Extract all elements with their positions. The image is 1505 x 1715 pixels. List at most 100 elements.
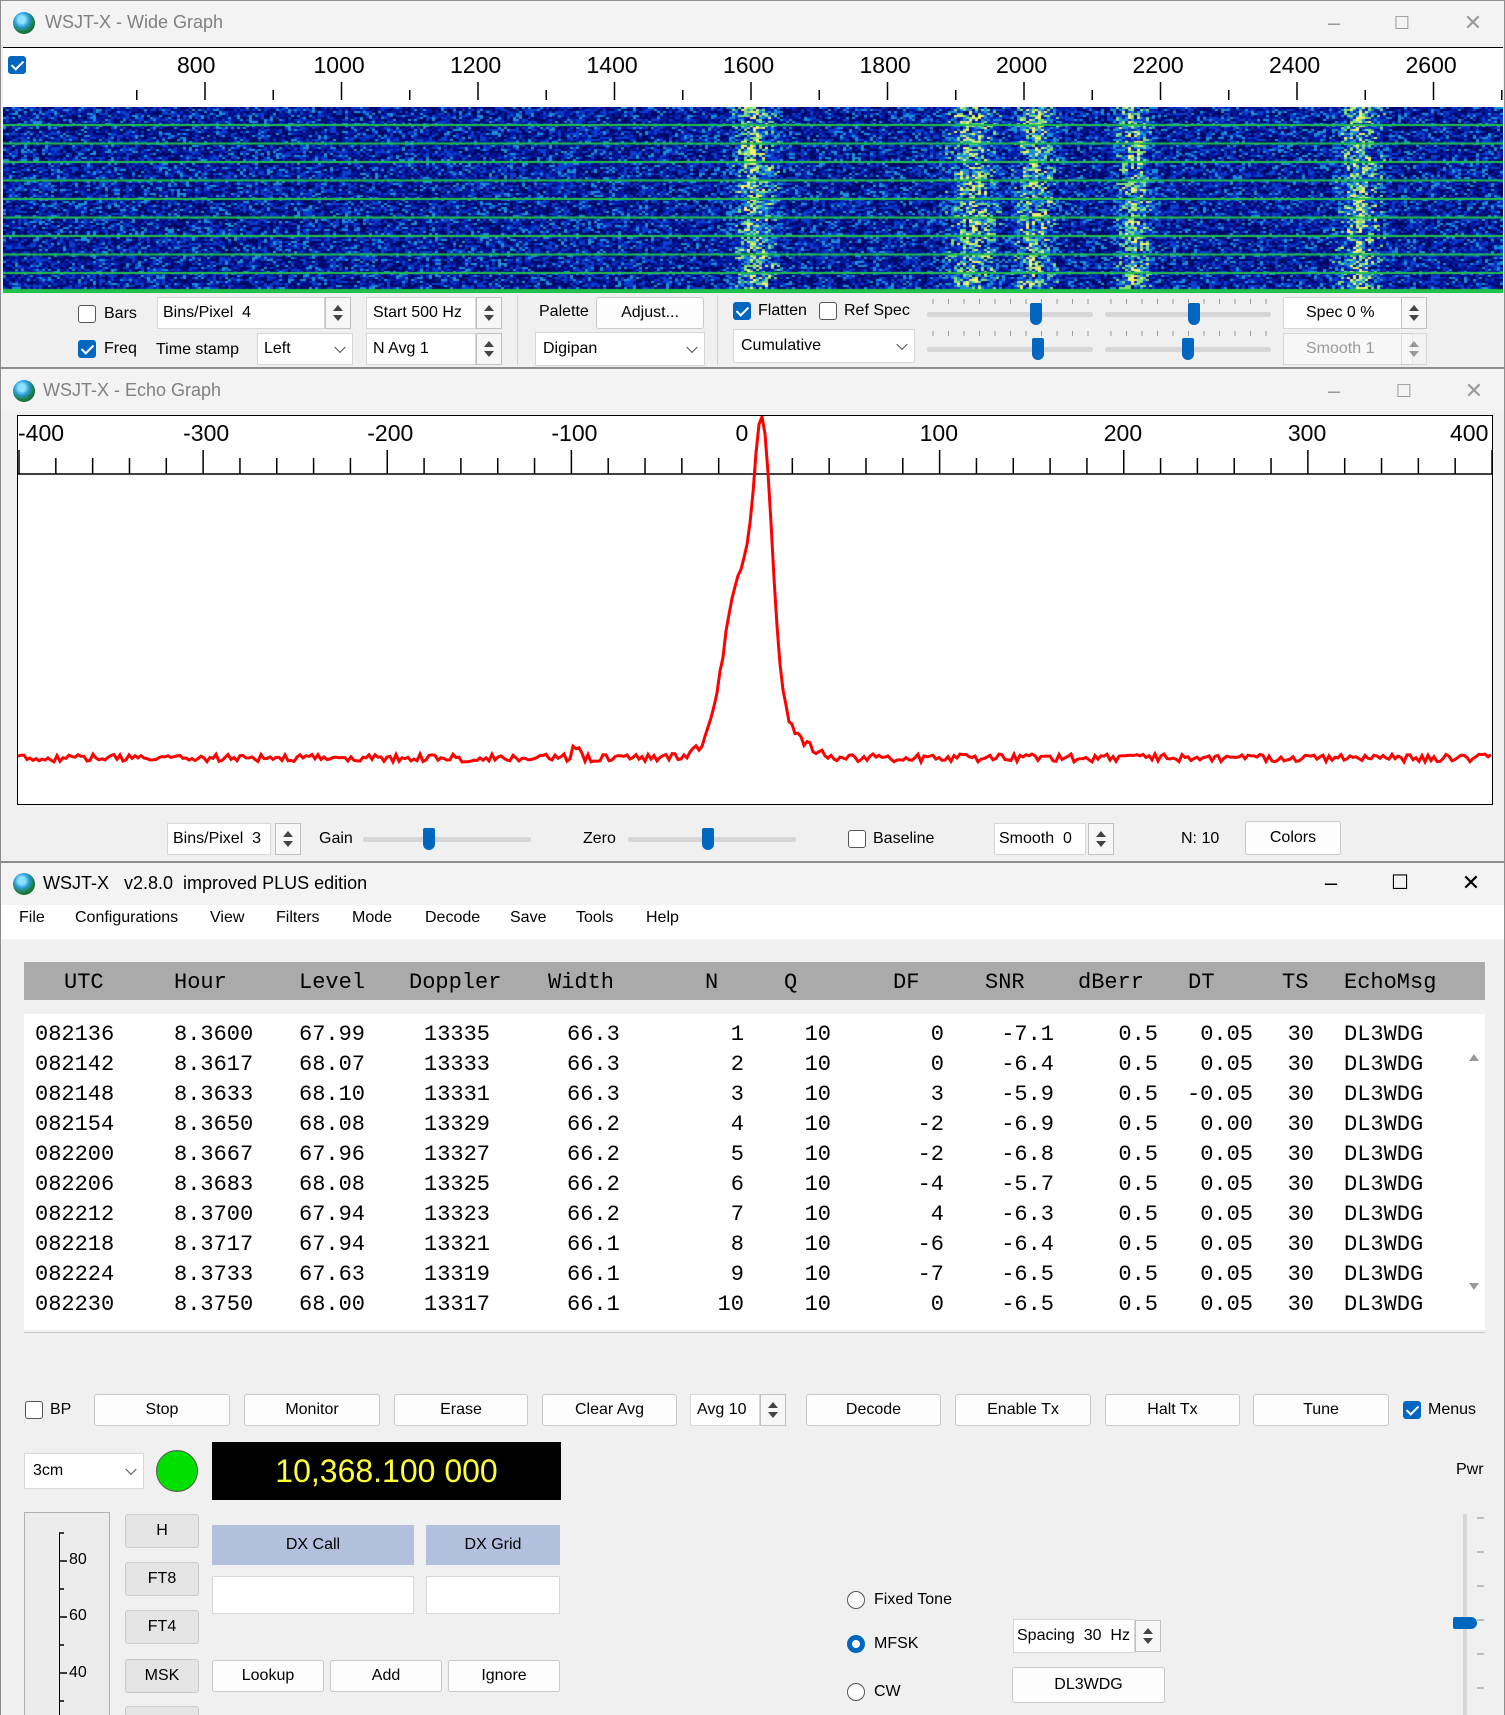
clear-avg-button[interactable]: Clear Avg bbox=[542, 1394, 677, 1426]
mode-button-partial[interactable] bbox=[125, 1706, 199, 1715]
bins-pixel-spinbox[interactable]: Bins/Pixel 4 bbox=[157, 297, 325, 329]
palette-combo[interactable]: Digipan bbox=[535, 332, 705, 366]
echo-smooth-spinbox[interactable]: Smooth 0 bbox=[994, 823, 1086, 855]
bp-checkbox[interactable] bbox=[25, 1401, 43, 1419]
erase-button[interactable]: Erase bbox=[394, 1394, 528, 1426]
adjust-palette-button[interactable]: Adjust... bbox=[596, 297, 704, 329]
maximize-icon[interactable]: ☐ bbox=[1395, 381, 1413, 401]
column-header-dt[interactable]: DT bbox=[1188, 970, 1215, 995]
start-hz-spinbox[interactable]: Start 500 Hz bbox=[366, 297, 476, 329]
column-header-ts[interactable]: TS bbox=[1282, 970, 1309, 995]
smooth-spinbox[interactable]: Smooth 1 bbox=[1283, 333, 1413, 365]
column-header-snr[interactable]: SNR bbox=[985, 970, 1025, 995]
power-slider-thumb[interactable] bbox=[1453, 1617, 1477, 1629]
column-header-utc[interactable]: UTC bbox=[64, 970, 104, 995]
column-header-doppler[interactable]: Doppler bbox=[409, 970, 502, 995]
start-spinner-icon[interactable] bbox=[476, 297, 502, 329]
menu-help[interactable]: Help bbox=[646, 909, 679, 926]
minimize-icon[interactable]: – bbox=[1324, 870, 1338, 895]
column-header-level[interactable]: Level bbox=[299, 970, 366, 995]
bars-checkbox[interactable] bbox=[78, 305, 96, 323]
maximize-icon[interactable]: ☐ bbox=[1393, 13, 1411, 33]
cw-radio[interactable] bbox=[847, 1683, 865, 1701]
table-row[interactable]: 082224 8.3733 67.63 13319 66.1 9 10 -7 -6.5 0.5 0.… bbox=[24, 1262, 1454, 1292]
column-header-df[interactable]: DF bbox=[893, 970, 920, 995]
menu-save[interactable]: Save bbox=[510, 909, 547, 926]
spacing-spinner-icon[interactable] bbox=[1135, 1620, 1161, 1652]
menu-mode[interactable]: Mode bbox=[352, 909, 393, 926]
bins-pixel-spinner-icon[interactable] bbox=[325, 297, 351, 329]
column-header-q[interactable]: Q bbox=[784, 970, 798, 995]
navg-spinbox[interactable]: N Avg 1 bbox=[366, 333, 476, 365]
column-header-echomsg[interactable]: EchoMsg bbox=[1344, 970, 1437, 995]
menu-configurations[interactable]: Configurations bbox=[75, 909, 179, 926]
echo-smooth-spinner-icon[interactable] bbox=[1088, 823, 1114, 855]
column-header-dberr[interactable]: dBerr bbox=[1078, 970, 1145, 995]
table-row[interactable]: 082136 8.3600 67.99 13335 66.3 1 10 0 -7.1 0.5 0.0… bbox=[24, 1022, 1454, 1052]
wide-graph-checkbox[interactable] bbox=[8, 56, 26, 74]
freq-checkbox[interactable] bbox=[78, 340, 96, 358]
scrollbar[interactable] bbox=[1463, 1014, 1485, 1330]
menu-tools[interactable]: Tools bbox=[576, 909, 614, 926]
spec-zero-slider-thumb[interactable] bbox=[1182, 338, 1194, 360]
enable-tx-button[interactable]: Enable Tx bbox=[955, 1394, 1091, 1426]
menus-checkbox[interactable] bbox=[1403, 1401, 1421, 1419]
table-row[interactable]: 082206 8.3683 68.08 13325 66.2 6 10 -4 -5.7 0.5 0.… bbox=[24, 1172, 1454, 1202]
table-row[interactable]: 082142 8.3617 68.07 13333 66.3 2 10 0 -6.4 0.5 0.0… bbox=[24, 1052, 1454, 1082]
timestamp-combo[interactable]: Left bbox=[257, 333, 353, 365]
stop-button[interactable]: Stop bbox=[94, 1394, 230, 1426]
dx-grid-input[interactable] bbox=[426, 1576, 560, 1614]
close-icon[interactable]: ✕ bbox=[1464, 378, 1484, 403]
echo-table[interactable]: 082136 8.3600 67.99 13335 66.3 1 10 0 -7.1 0.5 0.0… bbox=[24, 1014, 1485, 1330]
table-row[interactable]: 082218 8.3717 67.94 13321 66.1 8 10 -6 -6.4 0.5 0.… bbox=[24, 1232, 1454, 1262]
flatten-checkbox[interactable] bbox=[733, 302, 751, 320]
spec-percent-spinbox[interactable]: Spec 0 % bbox=[1283, 297, 1413, 329]
callsign-button[interactable]: DL3WDG bbox=[1012, 1667, 1165, 1703]
mode-msk-button[interactable]: MSK bbox=[125, 1659, 199, 1693]
smooth-spinner-icon[interactable] bbox=[1401, 333, 1427, 365]
table-row[interactable]: 082212 8.3700 67.94 13323 66.2 7 10 4 -6.3 0.5 0.0… bbox=[24, 1202, 1454, 1232]
mode-ft8-button[interactable]: FT8 bbox=[125, 1562, 199, 1596]
zero-slider-thumb[interactable] bbox=[1188, 303, 1200, 325]
refspec-checkbox[interactable] bbox=[819, 302, 837, 320]
maximize-icon[interactable]: ☐ bbox=[1391, 872, 1409, 894]
minimize-icon[interactable]: – bbox=[1327, 10, 1341, 35]
avg-spinner-icon[interactable] bbox=[760, 1394, 786, 1426]
spacing-spinbox[interactable]: Spacing 30 Hz bbox=[1013, 1619, 1135, 1653]
dx-call-input[interactable] bbox=[212, 1576, 414, 1614]
table-row[interactable]: 082200 8.3667 67.96 13327 66.2 5 10 -2 -6.8 0.5 0.… bbox=[24, 1142, 1454, 1172]
colors-button[interactable]: Colors bbox=[1245, 821, 1341, 855]
mode-ft4-button[interactable]: FT4 bbox=[125, 1610, 199, 1644]
halt-tx-button[interactable]: Halt Tx bbox=[1105, 1394, 1240, 1426]
menu-decode[interactable]: Decode bbox=[425, 909, 481, 926]
waterfall-display[interactable] bbox=[3, 107, 1503, 293]
close-icon[interactable]: ✕ bbox=[1461, 870, 1481, 895]
decode-button[interactable]: Decode bbox=[806, 1394, 941, 1426]
power-slider-track[interactable] bbox=[1463, 1514, 1467, 1715]
menu-file[interactable]: File bbox=[19, 909, 45, 926]
table-row[interactable]: 082230 8.3750 68.00 13317 66.1 10 10 0 -6.5 0.5 0.… bbox=[24, 1292, 1454, 1322]
echo-bins-pixel-spinbox[interactable]: Bins/Pixel 3 bbox=[167, 823, 271, 855]
spec-gain-slider-track[interactable] bbox=[927, 347, 1093, 352]
echo-gain-slider-thumb[interactable] bbox=[423, 828, 435, 850]
gain-slider-track[interactable] bbox=[927, 312, 1093, 317]
menu-view[interactable]: View bbox=[210, 909, 245, 926]
close-icon[interactable]: ✕ bbox=[1463, 10, 1483, 35]
table-row[interactable]: 082154 8.3650 68.08 13329 66.2 4 10 -2 -6.9 0.5 0.… bbox=[24, 1112, 1454, 1142]
spec-spinner-icon[interactable] bbox=[1401, 297, 1427, 329]
scroll-up-icon[interactable] bbox=[1469, 1024, 1479, 1061]
column-header-n[interactable]: N bbox=[705, 970, 719, 995]
band-combo[interactable]: 3cm bbox=[24, 1453, 144, 1489]
minimize-icon[interactable]: – bbox=[1327, 378, 1341, 403]
spec-gain-slider-thumb[interactable] bbox=[1032, 338, 1044, 360]
avg-spinbox[interactable]: Avg 10 bbox=[690, 1394, 760, 1426]
fixed-tone-radio[interactable] bbox=[847, 1591, 865, 1609]
column-header-hour[interactable]: Hour bbox=[174, 970, 227, 995]
gain-slider-thumb[interactable] bbox=[1030, 303, 1042, 325]
add-button[interactable]: Add bbox=[330, 1660, 442, 1692]
echo-gain-slider-track[interactable] bbox=[363, 837, 531, 842]
mfsk-radio[interactable] bbox=[847, 1635, 865, 1653]
spectrum-type-combo[interactable]: Cumulative bbox=[733, 329, 915, 363]
table-row[interactable]: 082148 8.3633 68.10 13331 66.3 3 10 3 -5.9 0.5 -0.… bbox=[24, 1082, 1454, 1112]
ignore-button[interactable]: Ignore bbox=[448, 1660, 560, 1692]
